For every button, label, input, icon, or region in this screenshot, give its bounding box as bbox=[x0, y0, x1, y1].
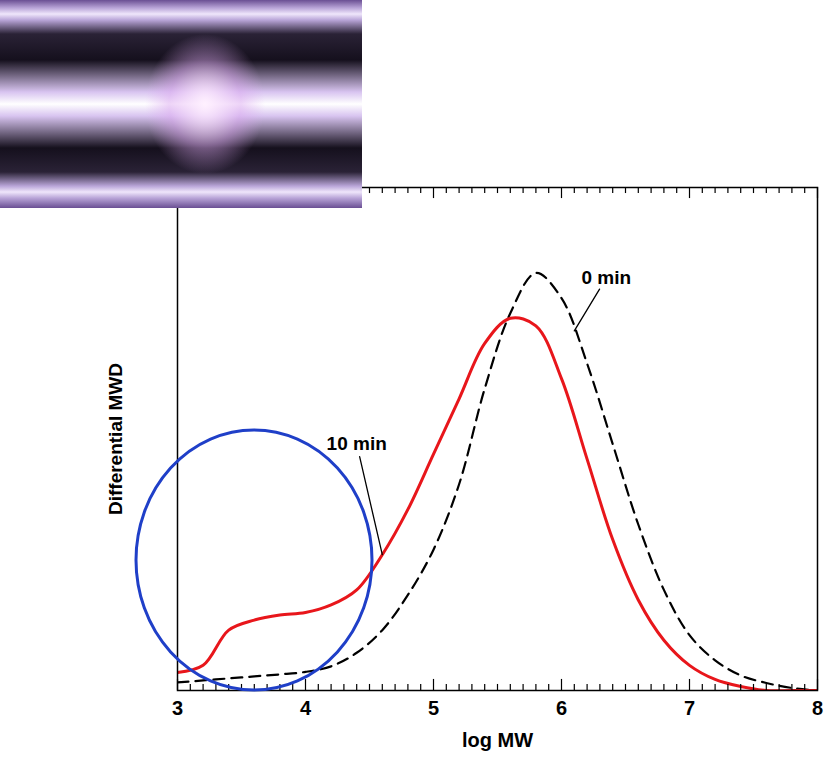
svg-text:10 min: 10 min bbox=[327, 433, 387, 454]
svg-text:7: 7 bbox=[684, 697, 695, 719]
svg-text:4: 4 bbox=[300, 697, 312, 719]
svg-text:0 min: 0 min bbox=[581, 267, 631, 288]
svg-text:5: 5 bbox=[428, 697, 439, 719]
svg-text:6: 6 bbox=[556, 697, 567, 719]
svg-text:Differential MWD: Differential MWD bbox=[105, 363, 126, 515]
svg-text:8: 8 bbox=[812, 697, 823, 719]
svg-text:3: 3 bbox=[172, 697, 183, 719]
svg-text:log MW: log MW bbox=[462, 729, 533, 751]
